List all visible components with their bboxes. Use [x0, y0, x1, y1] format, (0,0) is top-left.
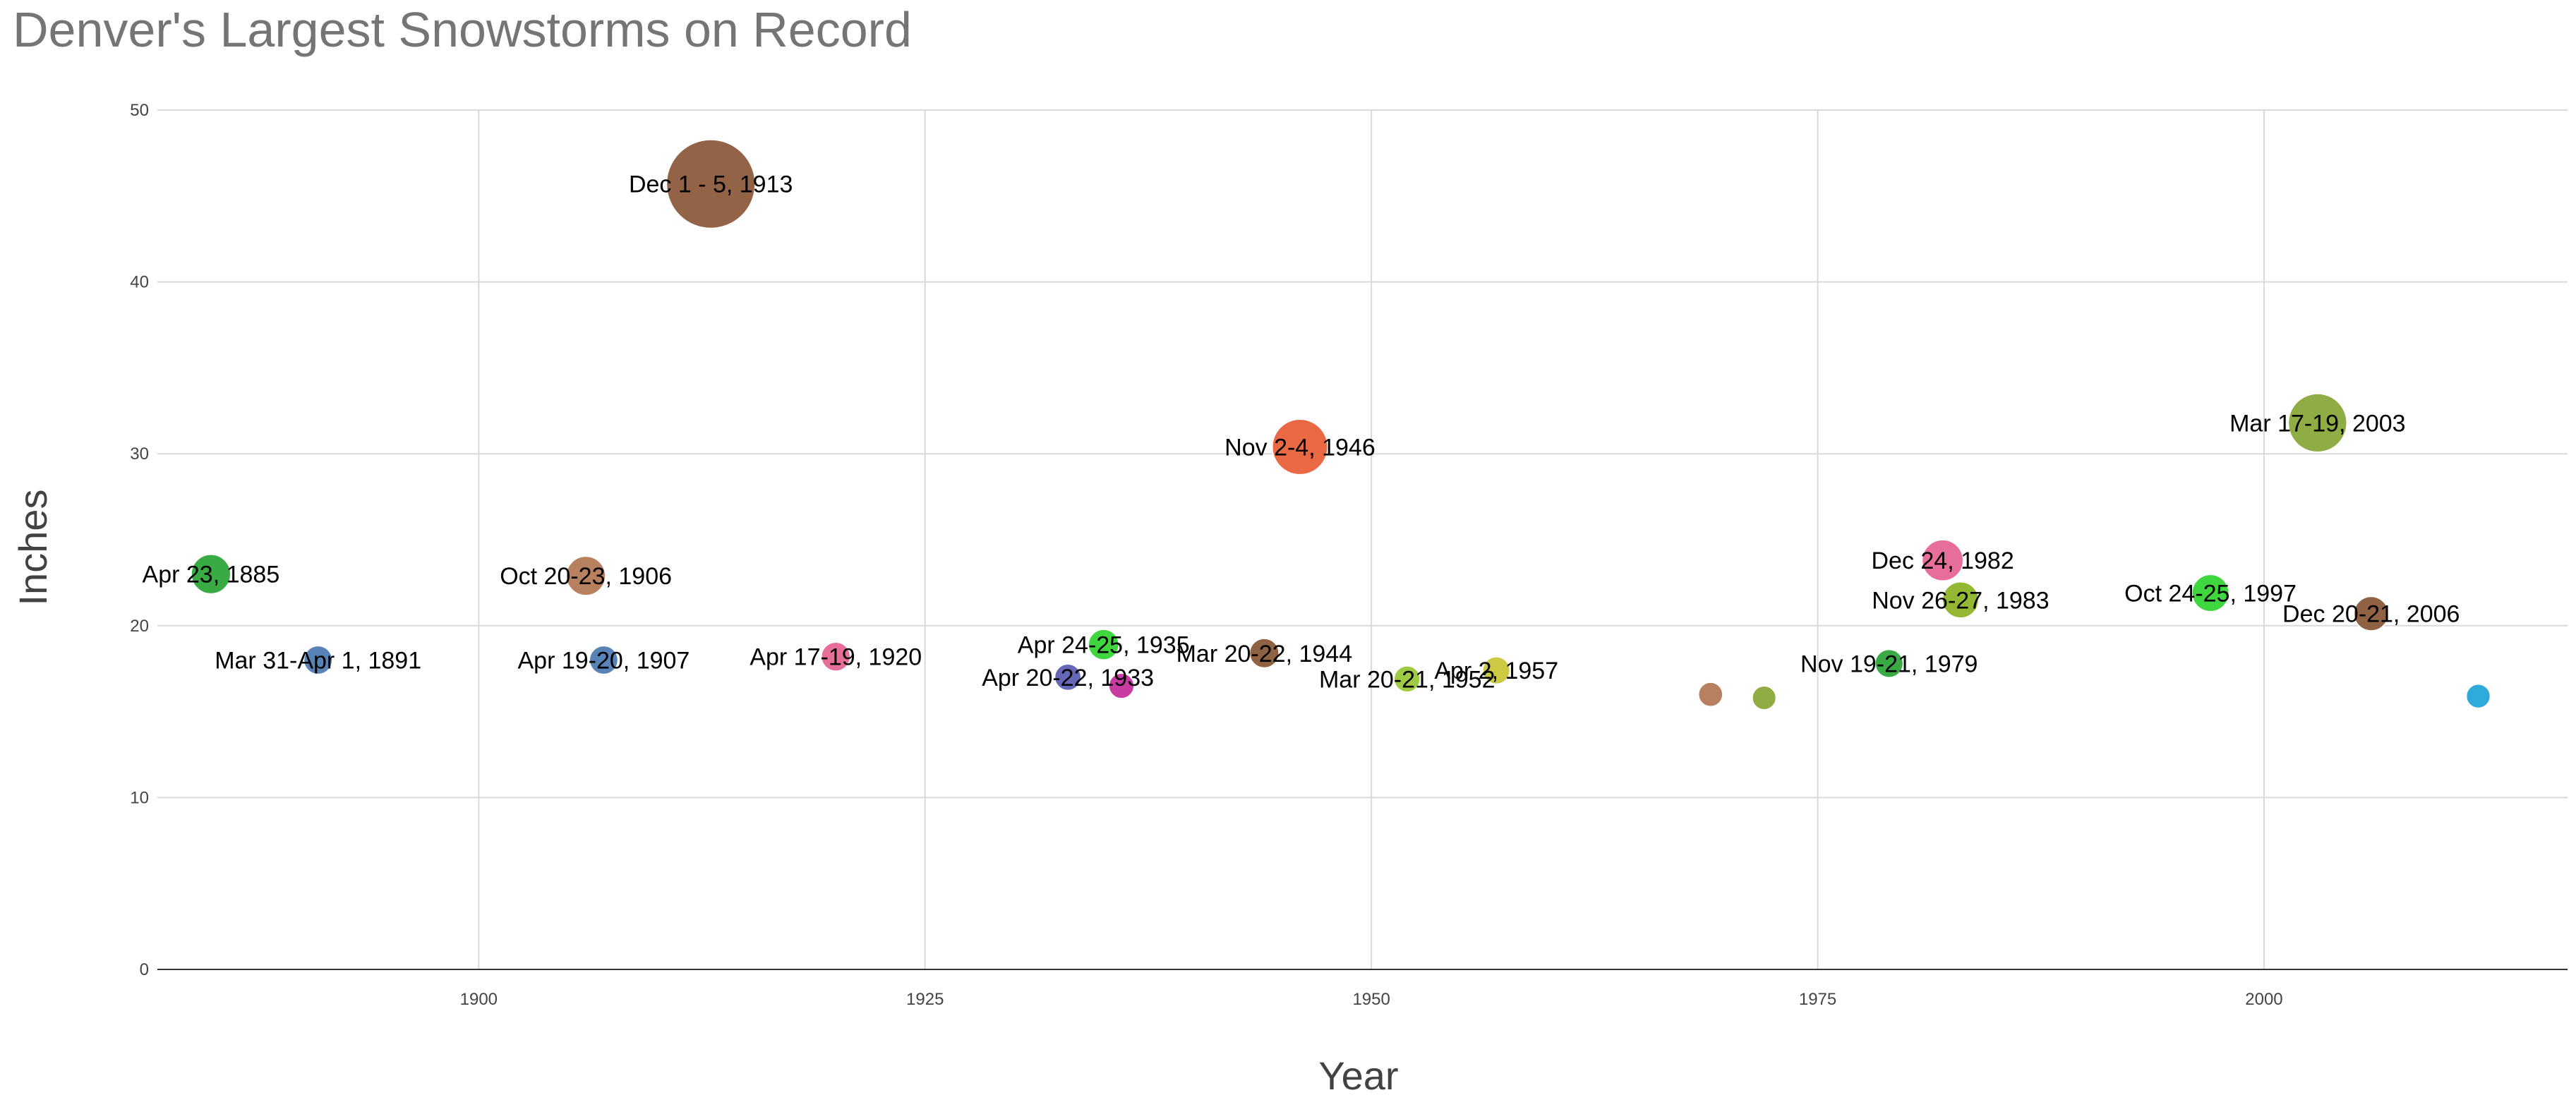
- x-tick-label: 2000: [2245, 990, 2282, 1009]
- bubble-point: [1271, 418, 1329, 476]
- bubble-label: Apr 23, 1885: [143, 562, 280, 588]
- y-axis-title: Inches: [11, 490, 55, 606]
- bubble-label: Dec 20-21, 2006: [2282, 601, 2460, 628]
- bubble-point: [2287, 392, 2348, 453]
- bubble-point: [2353, 595, 2390, 632]
- x-tick-label: 1975: [1799, 990, 1836, 1009]
- y-tick-label: 20: [130, 617, 149, 636]
- y-tick-label: 10: [130, 788, 149, 807]
- bubble-label: Apr 17-19, 1920: [750, 644, 922, 671]
- bubble-point: [190, 553, 231, 595]
- x-tick-label: 1900: [460, 990, 498, 1009]
- bubble-label: Nov 2-4, 1946: [1224, 434, 1376, 461]
- y-tick-label: 0: [140, 960, 149, 979]
- y-tick-label: 40: [130, 273, 149, 292]
- bubble-point: [1481, 655, 1511, 685]
- bubble-point: [589, 645, 619, 675]
- bubbles: [190, 138, 2491, 711]
- bubble-point: [1107, 672, 1136, 700]
- bubble-point: [1921, 538, 1964, 582]
- bubble-label: Mar 17-19, 2003: [2229, 410, 2406, 437]
- bubble-point: [666, 138, 757, 229]
- bubble-label: Mar 31-Apr 1, 1891: [215, 648, 421, 675]
- gridlines: [157, 109, 2568, 969]
- x-tick-label: 1925: [906, 990, 944, 1009]
- bubble-point: [1874, 648, 1904, 679]
- bubble-label: Nov 19-21, 1979: [1800, 651, 1978, 677]
- bubble-labels: Apr 23, 1885 Mar 31-Apr 1, 1891 Oct 20-23,…: [143, 171, 2460, 694]
- bubble-point: [2191, 574, 2230, 612]
- bubble-point: [1751, 685, 1777, 711]
- bubble-label: Dec 24, 1982: [1871, 548, 2014, 574]
- bubble-point: [1942, 581, 1980, 619]
- bubble-label: Oct 20-23, 1906: [500, 563, 672, 590]
- bubble-point: [1087, 628, 1120, 661]
- x-tick-label: 1950: [1352, 990, 1390, 1009]
- bubble-label: Mar 20-21, 1952: [1319, 666, 1495, 693]
- bubble-label: Nov 26-27, 1983: [1872, 587, 2049, 614]
- bubble-label: Dec 1 - 5, 1913: [629, 171, 793, 198]
- bubble-label: Apr 19-20, 1907: [517, 648, 690, 675]
- x-axis-title: Year: [1318, 1053, 1398, 1098]
- chart-title: Denver's Largest Snowstorms on Record: [13, 2, 912, 57]
- bubble-point: [1248, 637, 1280, 669]
- bubble-point: [303, 645, 334, 675]
- tick-labels: 0 10 20 30 40 50 1900 1925 1950 1975 2000: [130, 101, 2282, 1009]
- y-tick-label: 50: [130, 101, 149, 120]
- bubble-label: Apr 2, 1957: [1434, 658, 1558, 684]
- y-tick-label: 30: [130, 444, 149, 464]
- bubble-label: Mar 20-22, 1944: [1176, 641, 1353, 667]
- bubble-point: [2465, 683, 2491, 709]
- bubble-label: Apr 20-22, 1933: [982, 665, 1154, 691]
- bubble-point: [1697, 681, 1724, 708]
- bubble-point: [1393, 665, 1421, 694]
- bubble-point: [1054, 663, 1082, 691]
- bubble-point: [565, 555, 607, 597]
- bubble-point: [820, 641, 851, 672]
- bubble-label: Oct 24-25, 1997: [2124, 581, 2297, 607]
- bubble-label: Apr 24-25, 1935: [1018, 632, 1190, 659]
